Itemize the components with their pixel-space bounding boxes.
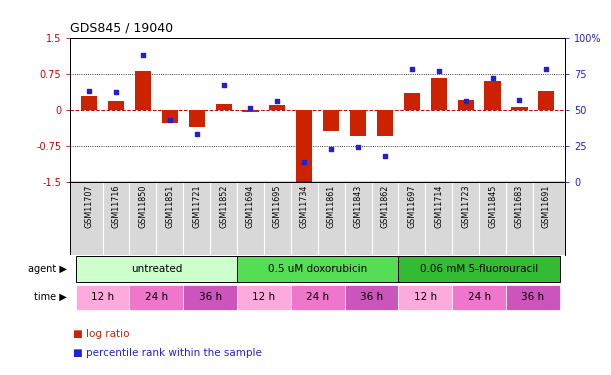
Text: 36 h: 36 h	[360, 292, 383, 302]
Text: time ▶: time ▶	[34, 292, 67, 302]
Bar	[485, 81, 500, 110]
Point	[461, 98, 470, 104]
Text: GSM11707: GSM11707	[84, 185, 93, 228]
Point	[353, 144, 363, 150]
Text: GSM11850: GSM11850	[138, 185, 147, 228]
Text: GSM11852: GSM11852	[219, 185, 228, 228]
Bar	[506, 285, 560, 310]
Bar	[538, 92, 554, 110]
Bar	[345, 285, 398, 310]
Bar	[81, 96, 97, 109]
Point	[541, 66, 551, 72]
Bar	[76, 285, 130, 310]
Text: 24 h: 24 h	[145, 292, 168, 302]
Text: 0.5 uM doxorubicin: 0.5 uM doxorubicin	[268, 264, 367, 274]
Bar	[291, 285, 345, 310]
Text: GSM11723: GSM11723	[461, 185, 470, 228]
Text: GDS845 / 19040: GDS845 / 19040	[70, 22, 174, 35]
Bar	[511, 107, 527, 109]
Text: GSM11734: GSM11734	[300, 185, 309, 228]
Bar	[237, 256, 398, 282]
Text: GSM11861: GSM11861	[327, 185, 335, 228]
Bar	[183, 285, 237, 310]
Point	[84, 88, 94, 94]
Text: GSM11851: GSM11851	[166, 185, 174, 228]
Text: GSM11697: GSM11697	[408, 185, 416, 228]
Point	[111, 89, 121, 95]
Text: 24 h: 24 h	[467, 292, 491, 302]
Point	[246, 105, 255, 111]
Point	[273, 98, 282, 104]
Point	[380, 153, 390, 159]
Bar	[296, 110, 312, 184]
Bar	[398, 285, 452, 310]
Text: 0.06 mM 5-fluorouracil: 0.06 mM 5-fluorouracil	[420, 264, 538, 274]
Text: GSM11721: GSM11721	[192, 185, 201, 228]
Point	[326, 146, 336, 152]
Bar	[76, 256, 237, 282]
Text: ■ log ratio: ■ log ratio	[73, 329, 130, 339]
Bar	[398, 256, 560, 282]
Bar	[237, 285, 291, 310]
Bar	[458, 100, 474, 109]
Bar	[431, 78, 447, 110]
Bar	[162, 110, 178, 123]
Point	[434, 68, 444, 74]
Bar	[135, 71, 151, 110]
Text: 12 h: 12 h	[414, 292, 437, 302]
Text: untreated: untreated	[131, 264, 182, 274]
Bar	[323, 110, 339, 131]
Point	[514, 97, 524, 103]
Text: ■ percentile rank within the sample: ■ percentile rank within the sample	[73, 348, 262, 357]
Bar	[404, 93, 420, 110]
Bar	[189, 110, 205, 126]
Text: 24 h: 24 h	[306, 292, 329, 302]
Point	[219, 82, 229, 88]
Point	[407, 66, 417, 72]
Point	[165, 117, 175, 123]
Text: GSM11694: GSM11694	[246, 185, 255, 228]
Text: GSM11843: GSM11843	[354, 185, 362, 228]
Text: GSM11695: GSM11695	[273, 185, 282, 228]
Text: GSM11683: GSM11683	[515, 185, 524, 228]
Text: GSM11862: GSM11862	[381, 185, 389, 228]
Bar	[452, 285, 506, 310]
Bar	[108, 101, 124, 109]
Bar	[130, 285, 183, 310]
Text: 12 h: 12 h	[91, 292, 114, 302]
Text: GSM11845: GSM11845	[488, 185, 497, 228]
Bar	[269, 105, 285, 110]
Point	[488, 75, 497, 81]
Text: agent ▶: agent ▶	[28, 264, 67, 274]
Text: 36 h: 36 h	[199, 292, 222, 302]
Point	[299, 159, 309, 165]
Text: GSM11714: GSM11714	[434, 185, 443, 228]
Bar	[377, 110, 393, 136]
Text: GSM11691: GSM11691	[542, 185, 551, 228]
Text: 36 h: 36 h	[521, 292, 544, 302]
Bar	[350, 110, 366, 136]
Bar	[243, 110, 258, 112]
Text: 12 h: 12 h	[252, 292, 276, 302]
Point	[138, 52, 148, 58]
Point	[192, 131, 202, 137]
Bar	[216, 104, 232, 110]
Text: GSM11716: GSM11716	[111, 185, 120, 228]
